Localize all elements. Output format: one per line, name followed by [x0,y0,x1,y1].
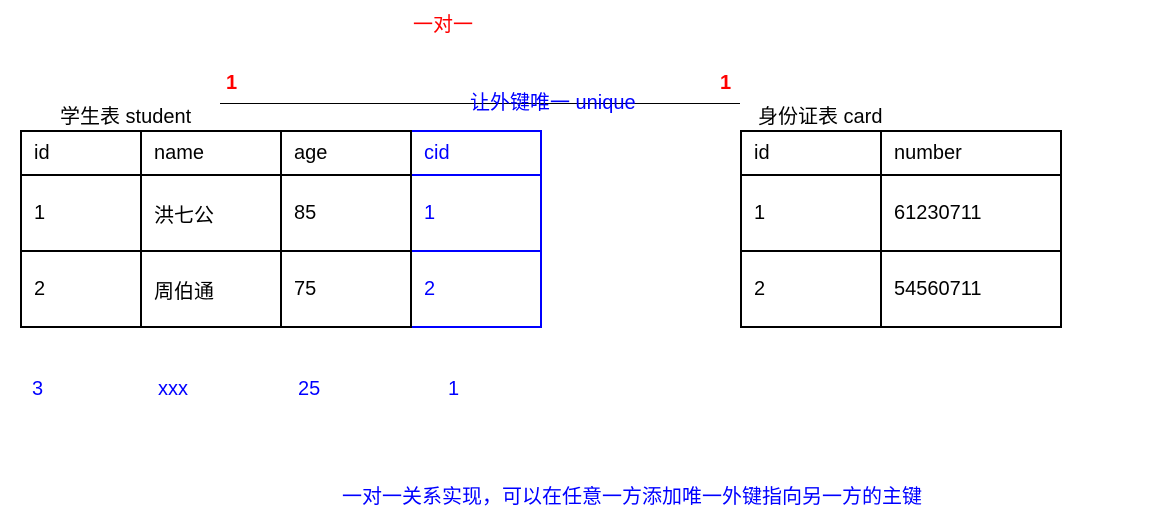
card-cell-id: 2 [741,251,881,327]
student-cell-cid: 2 [411,251,541,327]
bottom-explanation: 一对一关系实现，可以在任意一方添加唯一外键指向另一方的主键 [342,480,922,509]
student-row: 1 洪七公 85 1 [21,175,541,251]
student-cell-name: 周伯通 [141,251,281,327]
student-cell-cid: 1 [411,175,541,251]
card-table: id number 1 61230711 2 54560711 [740,130,1062,328]
relation-title: 一对一 [413,8,473,37]
student-cell-age: 85 [281,175,411,251]
cardinality-right: 1 [720,72,731,95]
card-cell-number: 54560711 [881,251,1061,327]
card-col-id: id [741,131,881,175]
student-cell-age: 75 [281,251,411,327]
card-header-row: id number [741,131,1061,175]
extra-row-name: xxx [158,378,188,401]
card-col-number: number [881,131,1061,175]
student-col-name: name [141,131,281,175]
student-cell-id: 2 [21,251,141,327]
card-cell-id: 1 [741,175,881,251]
extra-row-id: 3 [32,378,43,401]
unique-fk-label: 让外键唯一 unique [470,86,636,115]
cardinality-left: 1 [226,72,237,95]
student-col-cid: cid [411,131,541,175]
card-table-label: 身份证表 card [758,100,882,129]
student-cell-name: 洪七公 [141,175,281,251]
extra-row-cid: 1 [448,378,459,401]
student-table-label: 学生表 student [60,100,191,129]
extra-row-age: 25 [298,378,320,401]
card-cell-number: 61230711 [881,175,1061,251]
student-table: id name age cid 1 洪七公 85 1 2 周伯通 75 2 [20,130,542,328]
card-row: 2 54560711 [741,251,1061,327]
student-row: 2 周伯通 75 2 [21,251,541,327]
card-row: 1 61230711 [741,175,1061,251]
student-col-id: id [21,131,141,175]
student-header-row: id name age cid [21,131,541,175]
student-col-age: age [281,131,411,175]
student-cell-id: 1 [21,175,141,251]
